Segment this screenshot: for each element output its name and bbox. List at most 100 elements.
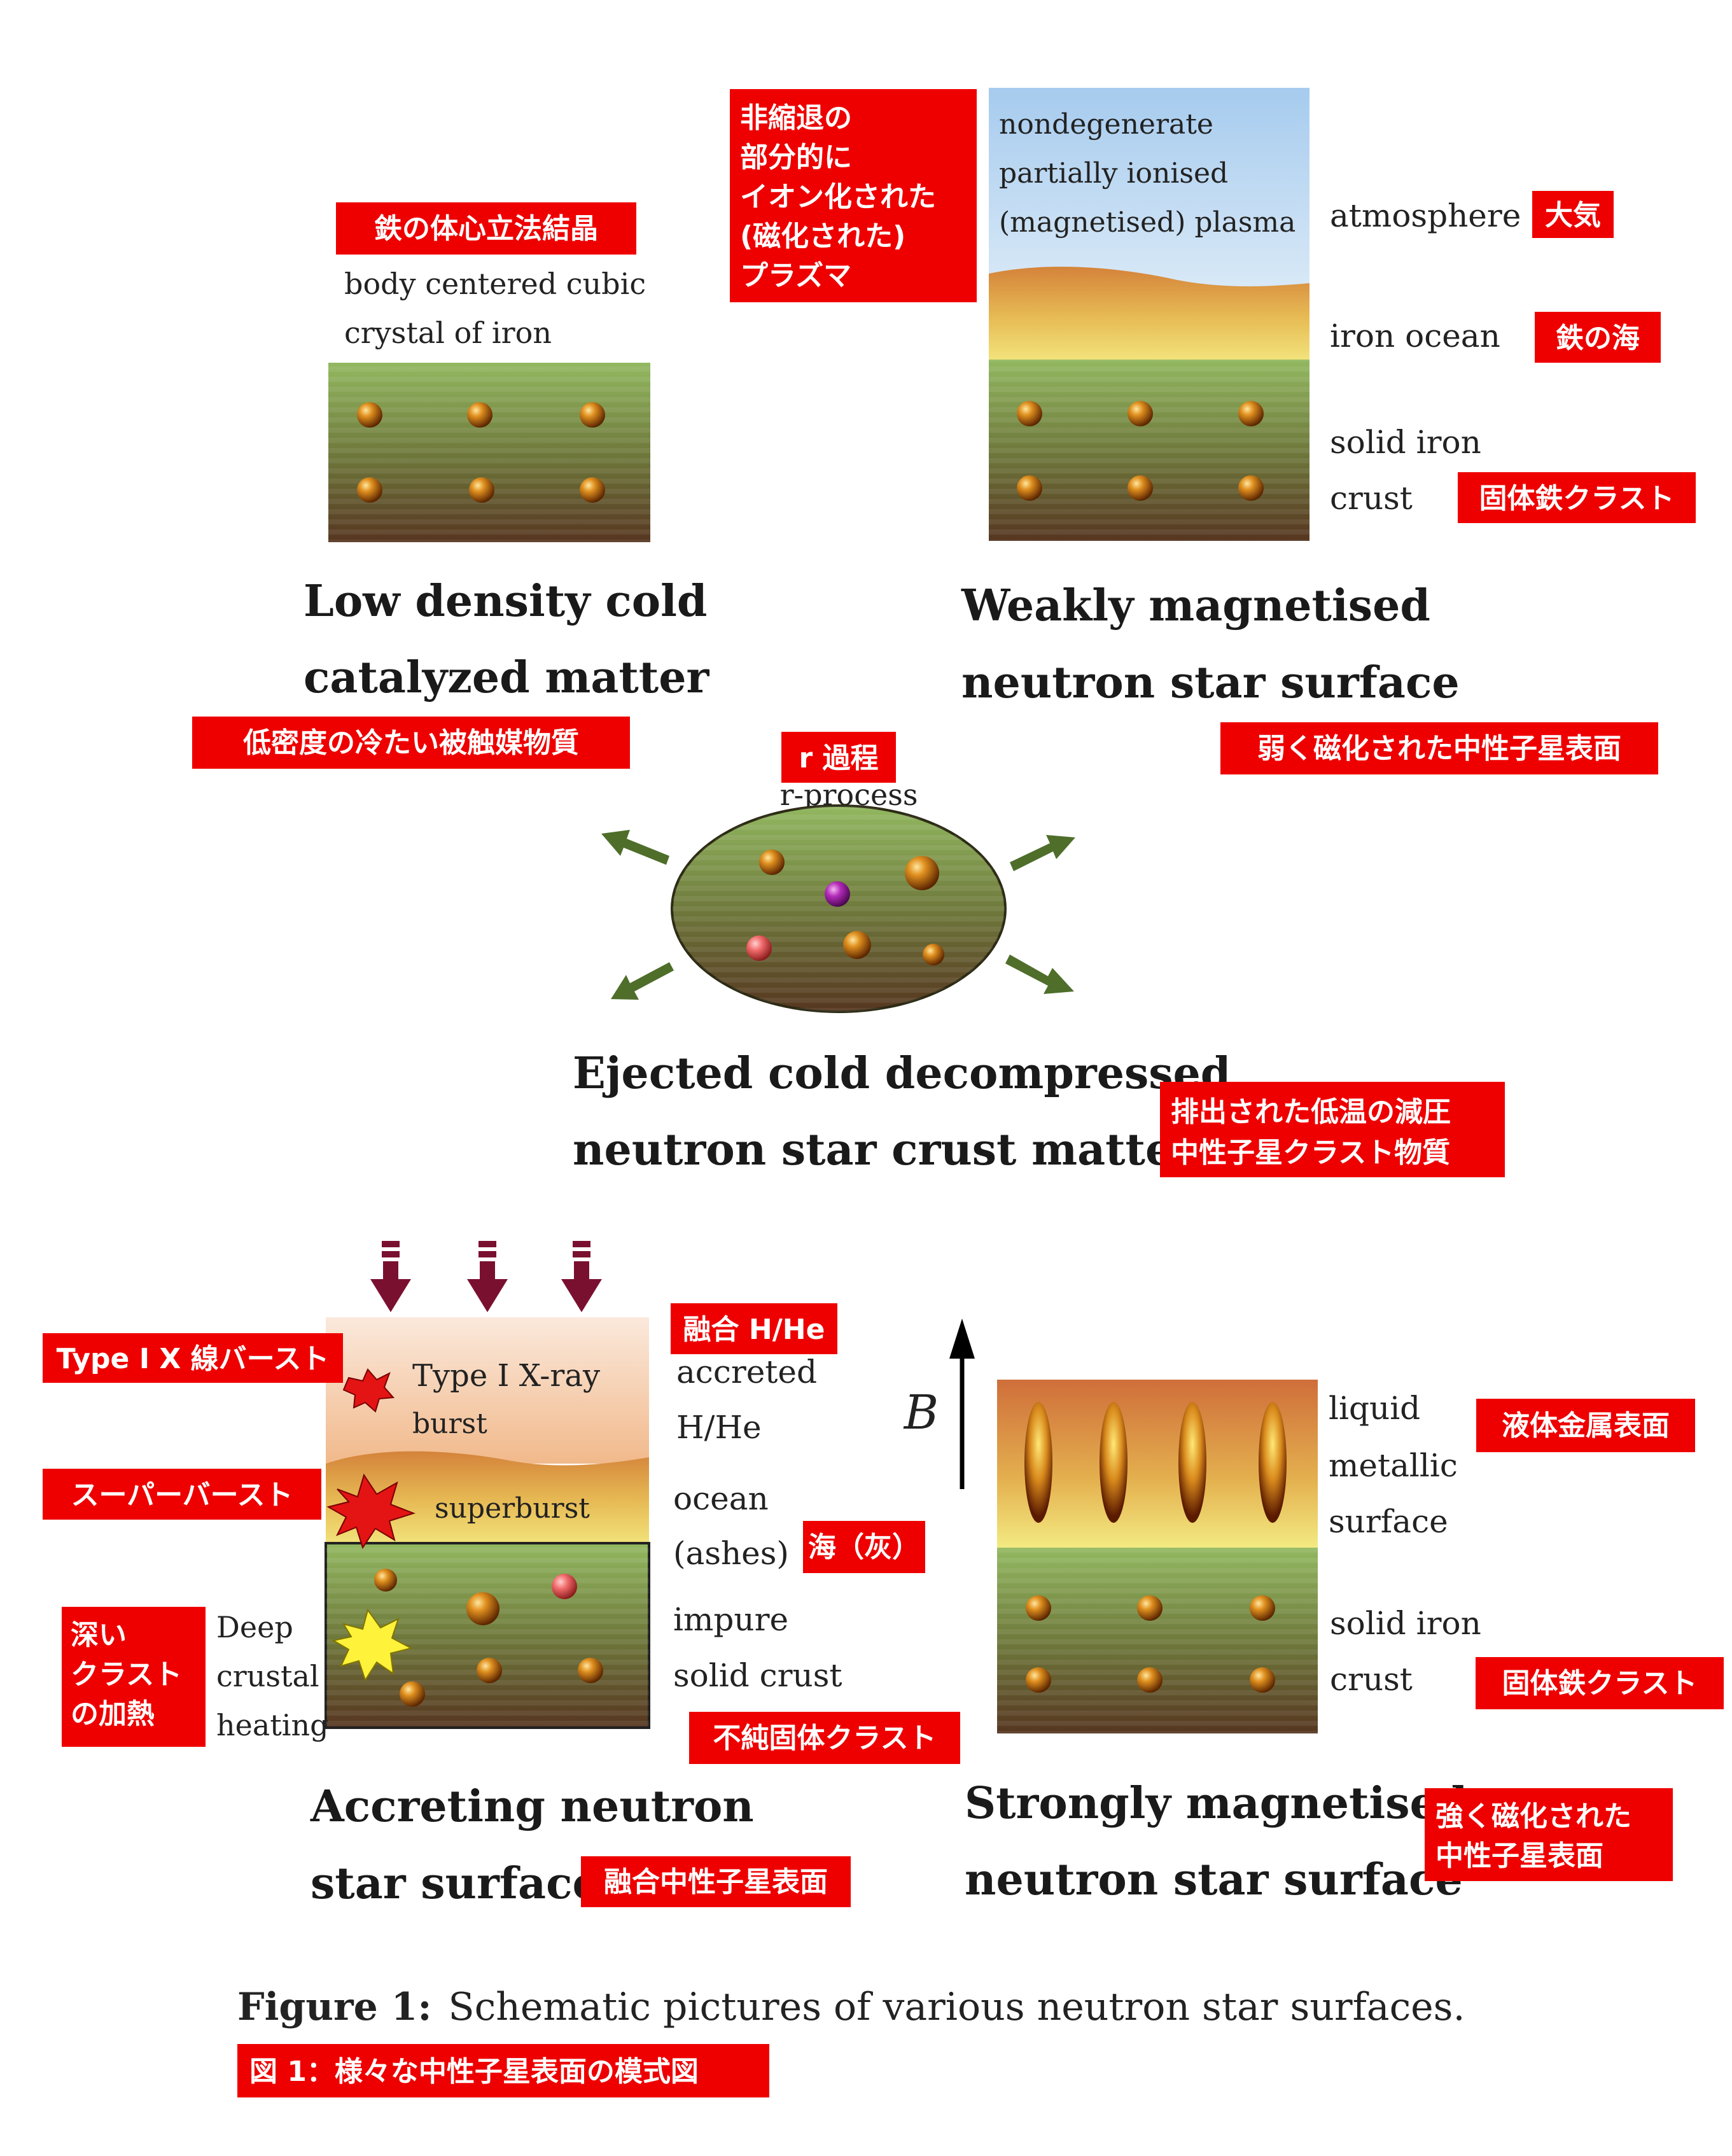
jp-plasma-box [730,89,977,302]
jp-title-box [1160,1082,1505,1177]
iron-atom [1026,1595,1051,1621]
nucleus [400,1681,425,1707]
heating-label-3: heating [216,1708,329,1742]
arrow-up-left [601,830,669,865]
ocean-jp: 海（灰） [808,1531,920,1564]
iron-atom [1017,401,1042,426]
panel-title-2: neutron star surface [961,657,1460,708]
accretion-arrow [370,1261,411,1312]
panel-weakly-magnetised: nondegenerate partially ionised (magneti… [730,88,1696,774]
nucleus [578,1658,603,1683]
caption-jp: 図 1：様々な中性子星表面の模式図 [249,2055,699,2088]
iron-atom [1238,475,1264,501]
iron-atom [1250,1667,1275,1693]
iron-atom [580,477,605,503]
solid-iron-jp: 固体鉄クラスト [1502,1667,1697,1700]
accreted-label-2: H/He [676,1409,762,1446]
panel-title-1: Weakly magnetised [961,580,1430,631]
crystal-label-jp: 鉄の体心立法結晶 [374,213,598,245]
plasma-jp-2: 部分的に [740,141,852,174]
superburst-jp: スーパーバースト [71,1479,293,1511]
nucleus [759,850,785,875]
jp-atmosphere-box [1532,191,1614,238]
panel-title-2: catalyzed matter [304,652,709,703]
jp-superburst-box [43,1469,321,1520]
elongated-atom [1178,1402,1206,1523]
iron-atom [469,477,494,503]
solid-iron-label-2: crust [1330,480,1413,517]
iron-atom [1128,401,1153,426]
heating-jp-1: 深い [71,1619,127,1651]
iron-atom [580,402,605,428]
plasma-jp-3: イオン化された [740,181,936,213]
jp-liquid-box [1476,1399,1695,1452]
jp-solid-box [1458,472,1696,523]
iron-atom [1137,1667,1163,1693]
jp-solid-box [1476,1657,1724,1709]
iron-atom [1250,1595,1275,1621]
liquid-label-3: surface [1329,1503,1448,1540]
jp-title-box [192,717,630,769]
panel-title-jp: 融合中性子星表面 [604,1866,828,1898]
elongated-atom [1100,1402,1128,1523]
jp-ocean-box [1535,312,1661,363]
plasma-jp-5: プラズマ [740,260,851,292]
jp-rprocess-box [781,732,896,783]
burst-label-2: burst [412,1408,487,1440]
ocean-label-1: ocean [673,1480,769,1517]
iron-atom [1026,1667,1051,1693]
panel-title-1: Accreting neutron [310,1781,754,1832]
iron-atom [467,402,492,428]
burst-jp: Type I X 線バースト [57,1343,330,1375]
deep-heating-icon [332,1608,413,1682]
solid-iron-label-2: crust [1330,1661,1413,1698]
accretion-arrow [467,1261,508,1312]
iron-atom [357,402,382,428]
crust-label-1: impure [673,1601,788,1638]
arrow-down-right [1005,955,1074,994]
iron-atom [1017,475,1042,501]
nucleus [466,1592,499,1625]
jp-title-box [1220,722,1658,774]
iron-ocean-layer [989,267,1309,360]
accreted-label-1: accreted [676,1354,817,1390]
iron-ocean-jp: 鉄の海 [1556,322,1640,354]
jp-caption-box [237,2044,769,2097]
panel-title-2: neutron star surface [965,1854,1463,1905]
accreted-jp: 融合 H/He [683,1313,825,1346]
plasma-jp-4: (磁化された) [740,220,905,253]
nucleus [923,944,944,965]
liquid-jp: 液体金属表面 [1502,1410,1670,1442]
panel-title-jp-1: 排出された低温の減圧 [1171,1096,1451,1128]
atmosphere-label: atmosphere [1330,197,1521,234]
iron-ocean-label: iron ocean [1330,318,1500,354]
panel-title-jp-1: 強く磁化された [1435,1800,1631,1833]
caption-text: Figure 1: Schematic pictures of various n… [237,1985,1465,2029]
superburst-label: superburst [435,1492,590,1525]
panel-title-jp: 弱く磁化された中性子星表面 [1257,732,1621,765]
panel-title-2: star surface [311,1858,600,1909]
crust-jp: 不純固体クラスト [713,1722,936,1754]
nucleus [477,1658,502,1683]
panel-title-jp-2: 中性子星クラスト物質 [1171,1137,1450,1169]
iron-atom [1128,475,1153,501]
b-field-label: B [903,1385,939,1440]
plasma-label-2: partially ionised [999,157,1228,190]
plasma-layer [989,88,1309,290]
figure-caption: Figure 1: Schematic pictures of various n… [237,1985,1465,2097]
caption-prefix: Figure 1: [237,1985,432,2029]
accretion-arrow [561,1261,602,1312]
nucleus [552,1574,577,1599]
panel-title-1: Strongly magnetised [965,1778,1467,1829]
jp-burst-box [43,1333,343,1383]
arrow-down-left [611,962,674,1000]
jp-ocean-box [803,1521,925,1573]
liquid-label-2: metallic [1329,1447,1458,1484]
panel-title-1: Ejected cold decompressed [573,1048,1231,1099]
panel-ejected: r 過程 r-process Ejected cold decompressed… [573,732,1505,1177]
nucleus [746,935,772,961]
heating-label-1: Deep [216,1610,293,1644]
jp-label-box [336,202,636,255]
panel-strongly-magnetised: B liquid metallic surface 液体金属表面 solid i… [903,1319,1724,1905]
caption-body: Schematic pictures of various neutron st… [449,1985,1465,2029]
